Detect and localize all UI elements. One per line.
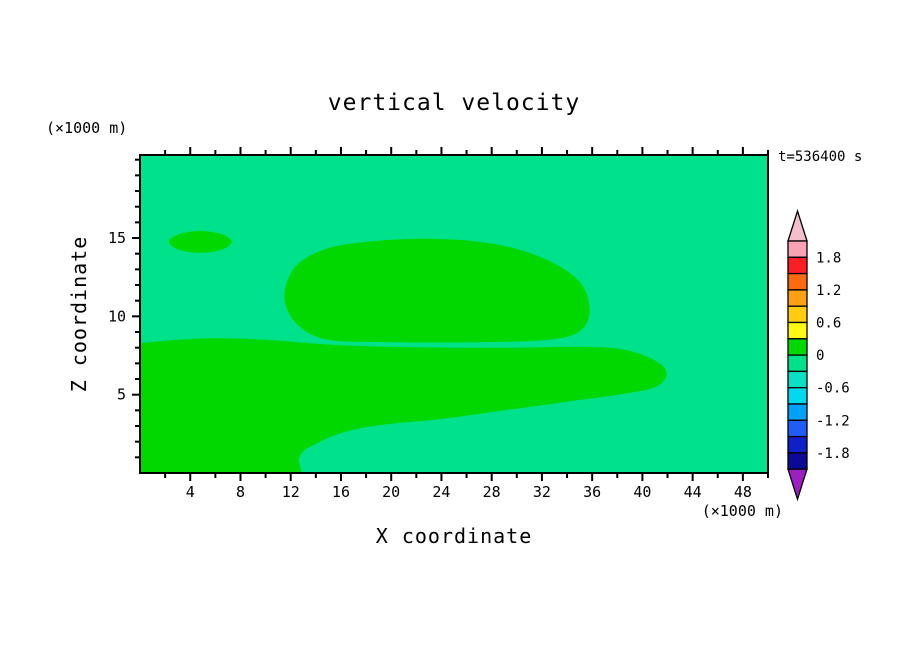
x-tick-label: 44 [684,483,702,501]
x-tick-label: 48 [734,483,752,501]
plot-frame [139,154,769,474]
contour-region-low-level-cell [140,338,667,473]
contour-region-upper-left-cell [168,231,232,253]
colorbar-arrow-top [787,208,808,242]
x-tick-label: 20 [382,483,400,501]
contour-region-mid-level-center-cell [284,238,590,343]
colorbar-tick-label: -1.2 [816,413,850,429]
x-tick-label: 8 [236,483,245,501]
colorbar-tick-label: 0.6 [816,316,841,332]
colorbar-segment [787,419,808,438]
colorbar-segment [787,387,808,405]
chart-title: vertical velocity [328,90,580,116]
colorbar-segment [787,321,808,340]
colorbar-segment [787,403,808,421]
colorbar-segment [787,338,808,356]
colorbar-tick-label: 1.2 [816,283,841,299]
z-units-label: (×1000 m) [46,119,127,137]
contour-field [140,155,768,473]
colorbar-segment [787,240,808,258]
x-tick-label: 24 [432,483,450,501]
colorbar-tick-label: 1.8 [816,250,841,266]
y-axis-title: Z coordinate [67,236,91,393]
colorbar-tick-label: -0.6 [816,381,850,397]
y-tick-label: 10 [108,307,126,325]
x-tick-label: 32 [533,483,551,501]
colorbar-segment [787,435,808,454]
colorbar: 1.8 1.2 0.6 0 -0.6 -1.2 -1.8 [787,208,850,502]
x-units-label: (×1000 m) [702,502,783,520]
x-tick-label: 40 [633,483,651,501]
colorbar-segment [787,272,808,291]
colorbar-segment [787,354,808,373]
colorbar-tick-label: 0 [816,348,824,364]
axis-ticks [132,147,769,481]
y-tick-label: 15 [108,229,126,247]
colorbar-arrow-bottom [787,468,808,502]
x-tick-label: 28 [483,483,501,501]
colorbar-segment [787,452,808,470]
colorbar-segment [787,256,808,275]
colorbar-segment [787,370,808,389]
colorbar-tick-label: -1.8 [816,446,850,462]
time-label: t=536400 s [778,149,862,165]
x-axis-title: X coordinate [376,524,533,548]
y-tick-label: 5 [117,386,126,404]
plot-layers: 4 8 12 16 20 24 28 32 36 40 44 48510151.81.20.60-0.… [108,147,850,502]
colorbar-segment [787,289,808,307]
x-tick-label: 36 [583,483,601,501]
colorbar-segment [787,305,808,324]
x-tick-label: 4 [186,483,195,501]
x-tick-label: 16 [332,483,350,501]
x-tick-label: 12 [282,483,300,501]
